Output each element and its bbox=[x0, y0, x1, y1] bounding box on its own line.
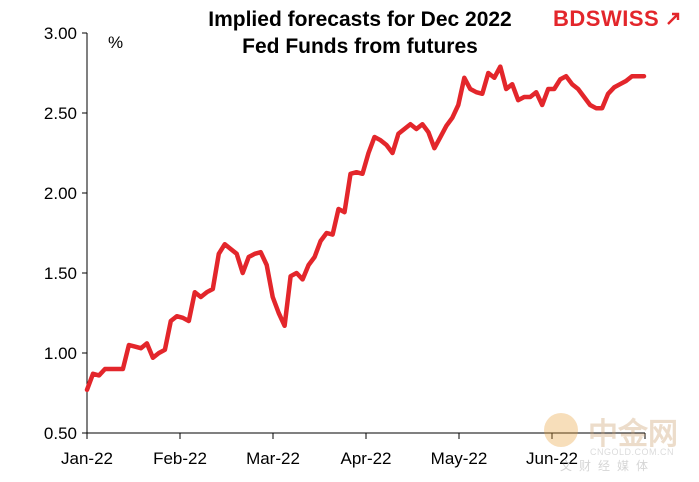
logo-swiss-text: SWISS bbox=[585, 6, 660, 31]
x-tick-label: Apr-22 bbox=[340, 449, 391, 468]
watermark-sub-text: 文财经媒体 bbox=[560, 459, 656, 473]
y-tick-label: 3.00 bbox=[44, 24, 77, 43]
chart-title-line-1: Implied forecasts for Dec 2022 bbox=[208, 8, 512, 31]
logo-bd-text: BD bbox=[553, 6, 586, 31]
chart-title-line-2: Fed Funds from futures bbox=[242, 35, 478, 58]
y-tick-label: 0.50 bbox=[44, 424, 77, 443]
series-line bbox=[84, 64, 647, 393]
y-tick-label: 2.00 bbox=[44, 184, 77, 203]
y-tick-label: 1.50 bbox=[44, 264, 77, 283]
chart-title: Implied forecasts for Dec 2022 Fed Funds… bbox=[160, 6, 560, 60]
bdswiss-logo: BDSWISS bbox=[553, 6, 680, 32]
watermark-main-text: 中金网 bbox=[588, 417, 678, 452]
x-tick-label: Mar-22 bbox=[246, 449, 300, 468]
x-tick-label: Jan-22 bbox=[61, 449, 113, 468]
watermark-logo-icon bbox=[544, 413, 578, 447]
x-tick-label: May-22 bbox=[431, 449, 488, 468]
y-axis-label: % bbox=[108, 33, 123, 52]
logo-arrow-icon bbox=[666, 12, 680, 25]
watermark-url-text: CNGOLD.COM.CN bbox=[590, 447, 675, 457]
y-tick-label: 1.00 bbox=[44, 344, 77, 363]
x-tick-label: Feb-22 bbox=[153, 449, 207, 468]
y-tick-label: 2.50 bbox=[44, 104, 77, 123]
watermark: 中金网 CNGOLD.COM.CN 文财经媒体 bbox=[540, 405, 690, 475]
x-tick-label: Jun-22 bbox=[526, 449, 578, 468]
